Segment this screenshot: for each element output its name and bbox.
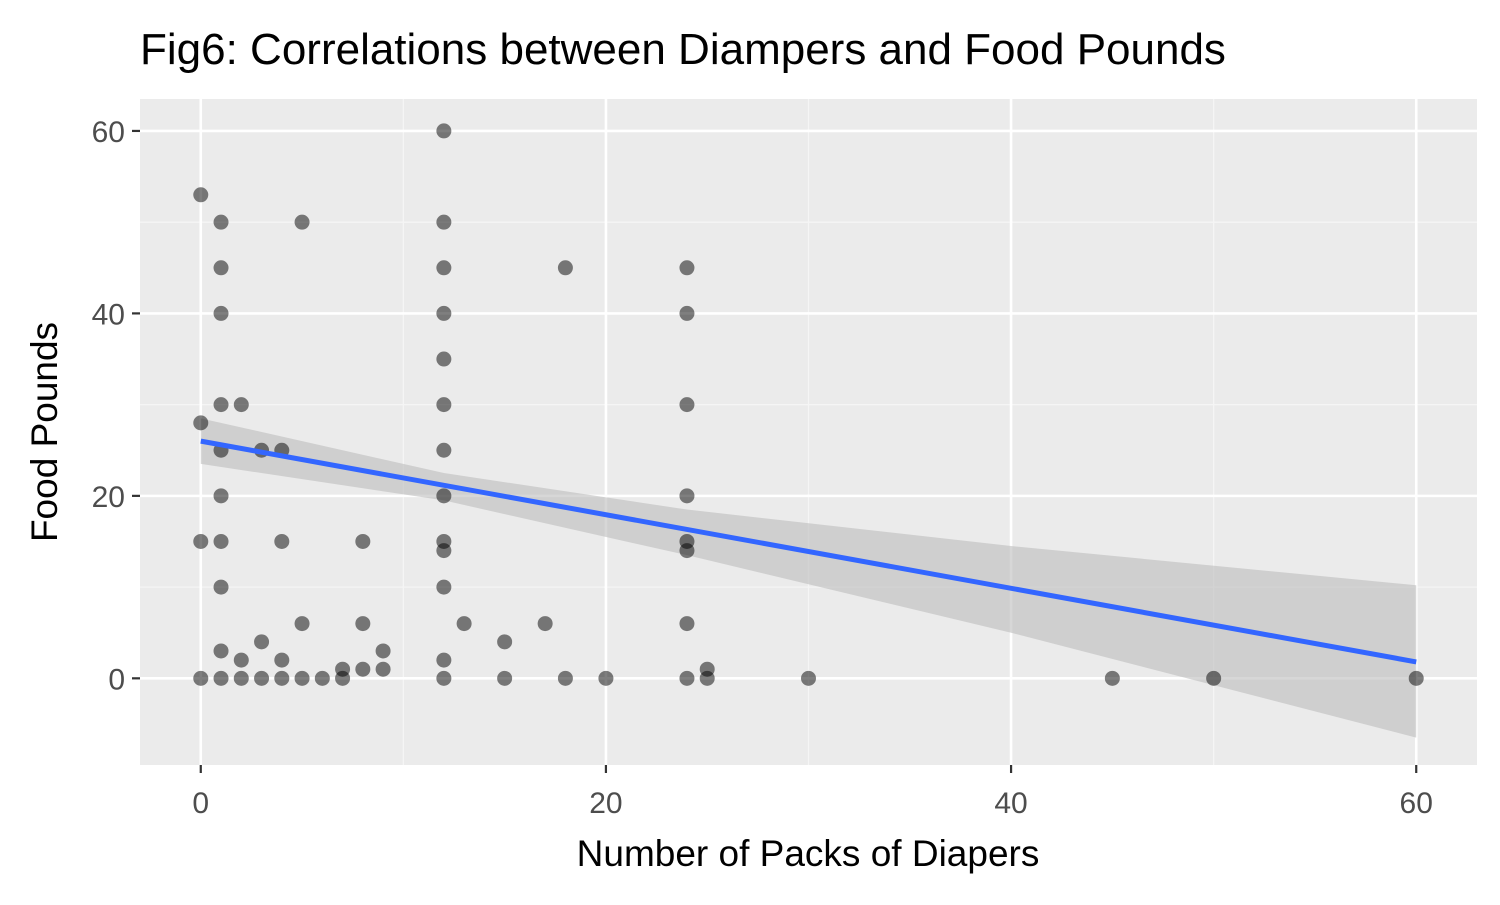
data-point (557, 260, 573, 276)
data-point (801, 670, 816, 686)
data-point (1408, 670, 1424, 686)
data-point (274, 670, 290, 686)
data-point (213, 305, 229, 321)
x-axis-title: Number of Packs of Diapers (577, 833, 1040, 874)
data-point (213, 214, 229, 230)
data-point (213, 670, 229, 686)
data-points (193, 123, 1424, 686)
data-point (233, 397, 249, 413)
data-point (436, 652, 452, 668)
data-point (233, 652, 249, 668)
data-point (679, 305, 695, 321)
data-point (254, 634, 270, 650)
chart-title: Fig6: Correlations between Diampers and … (140, 25, 1226, 74)
data-point (213, 643, 229, 659)
x-tick-label: 60 (1400, 787, 1433, 820)
data-point (436, 543, 452, 559)
data-point (193, 533, 209, 549)
data-point (497, 634, 513, 650)
data-point (679, 670, 695, 686)
data-point (436, 214, 452, 230)
data-point (254, 670, 270, 686)
x-tick-label: 40 (994, 787, 1027, 820)
data-point (193, 415, 209, 431)
data-point (679, 616, 695, 632)
data-point (274, 652, 290, 668)
data-point (436, 260, 452, 276)
data-point (294, 670, 310, 686)
data-point (213, 488, 229, 504)
trend-line (200, 438, 1417, 665)
data-point (1206, 670, 1222, 686)
data-point (294, 616, 310, 632)
data-point (537, 616, 553, 632)
data-point (335, 670, 351, 686)
data-point (1104, 670, 1120, 686)
data-point (679, 260, 695, 276)
data-point (679, 397, 695, 413)
y-tick-label: 20 (92, 481, 125, 514)
data-point (233, 670, 249, 686)
data-point (436, 442, 452, 458)
y-tick-label: 40 (92, 298, 125, 331)
data-point (679, 488, 695, 504)
data-point (213, 579, 229, 595)
data-point (436, 397, 452, 413)
data-point (699, 670, 715, 686)
data-point (274, 533, 290, 549)
data-point (436, 123, 452, 139)
data-point (375, 661, 391, 677)
minor-gridlines (140, 99, 1477, 765)
x-axis: 0 20 40 60 (192, 765, 1433, 820)
x-tick-label: 0 (192, 787, 209, 820)
data-point (436, 351, 452, 367)
data-point (557, 670, 573, 686)
y-tick-label: 60 (92, 116, 125, 149)
data-point (436, 670, 452, 686)
data-point (375, 643, 391, 659)
data-point (679, 543, 695, 559)
data-point (436, 579, 452, 595)
data-point (355, 661, 371, 677)
data-point (213, 260, 229, 276)
data-point (598, 670, 614, 686)
y-axis: 0 20 40 60 (92, 116, 140, 696)
y-tick-label: 0 (108, 663, 125, 696)
data-point (294, 214, 310, 230)
data-point (213, 533, 229, 549)
data-point (193, 670, 209, 686)
data-point (355, 533, 371, 549)
data-point (355, 616, 371, 632)
data-point (314, 670, 330, 686)
data-point (436, 488, 452, 504)
data-point (213, 397, 229, 413)
data-point (436, 305, 452, 321)
x-tick-label: 20 (589, 787, 622, 820)
data-point (497, 670, 513, 686)
data-point (456, 616, 472, 632)
data-point (193, 187, 209, 203)
y-axis-title: Food Pounds (24, 322, 65, 542)
